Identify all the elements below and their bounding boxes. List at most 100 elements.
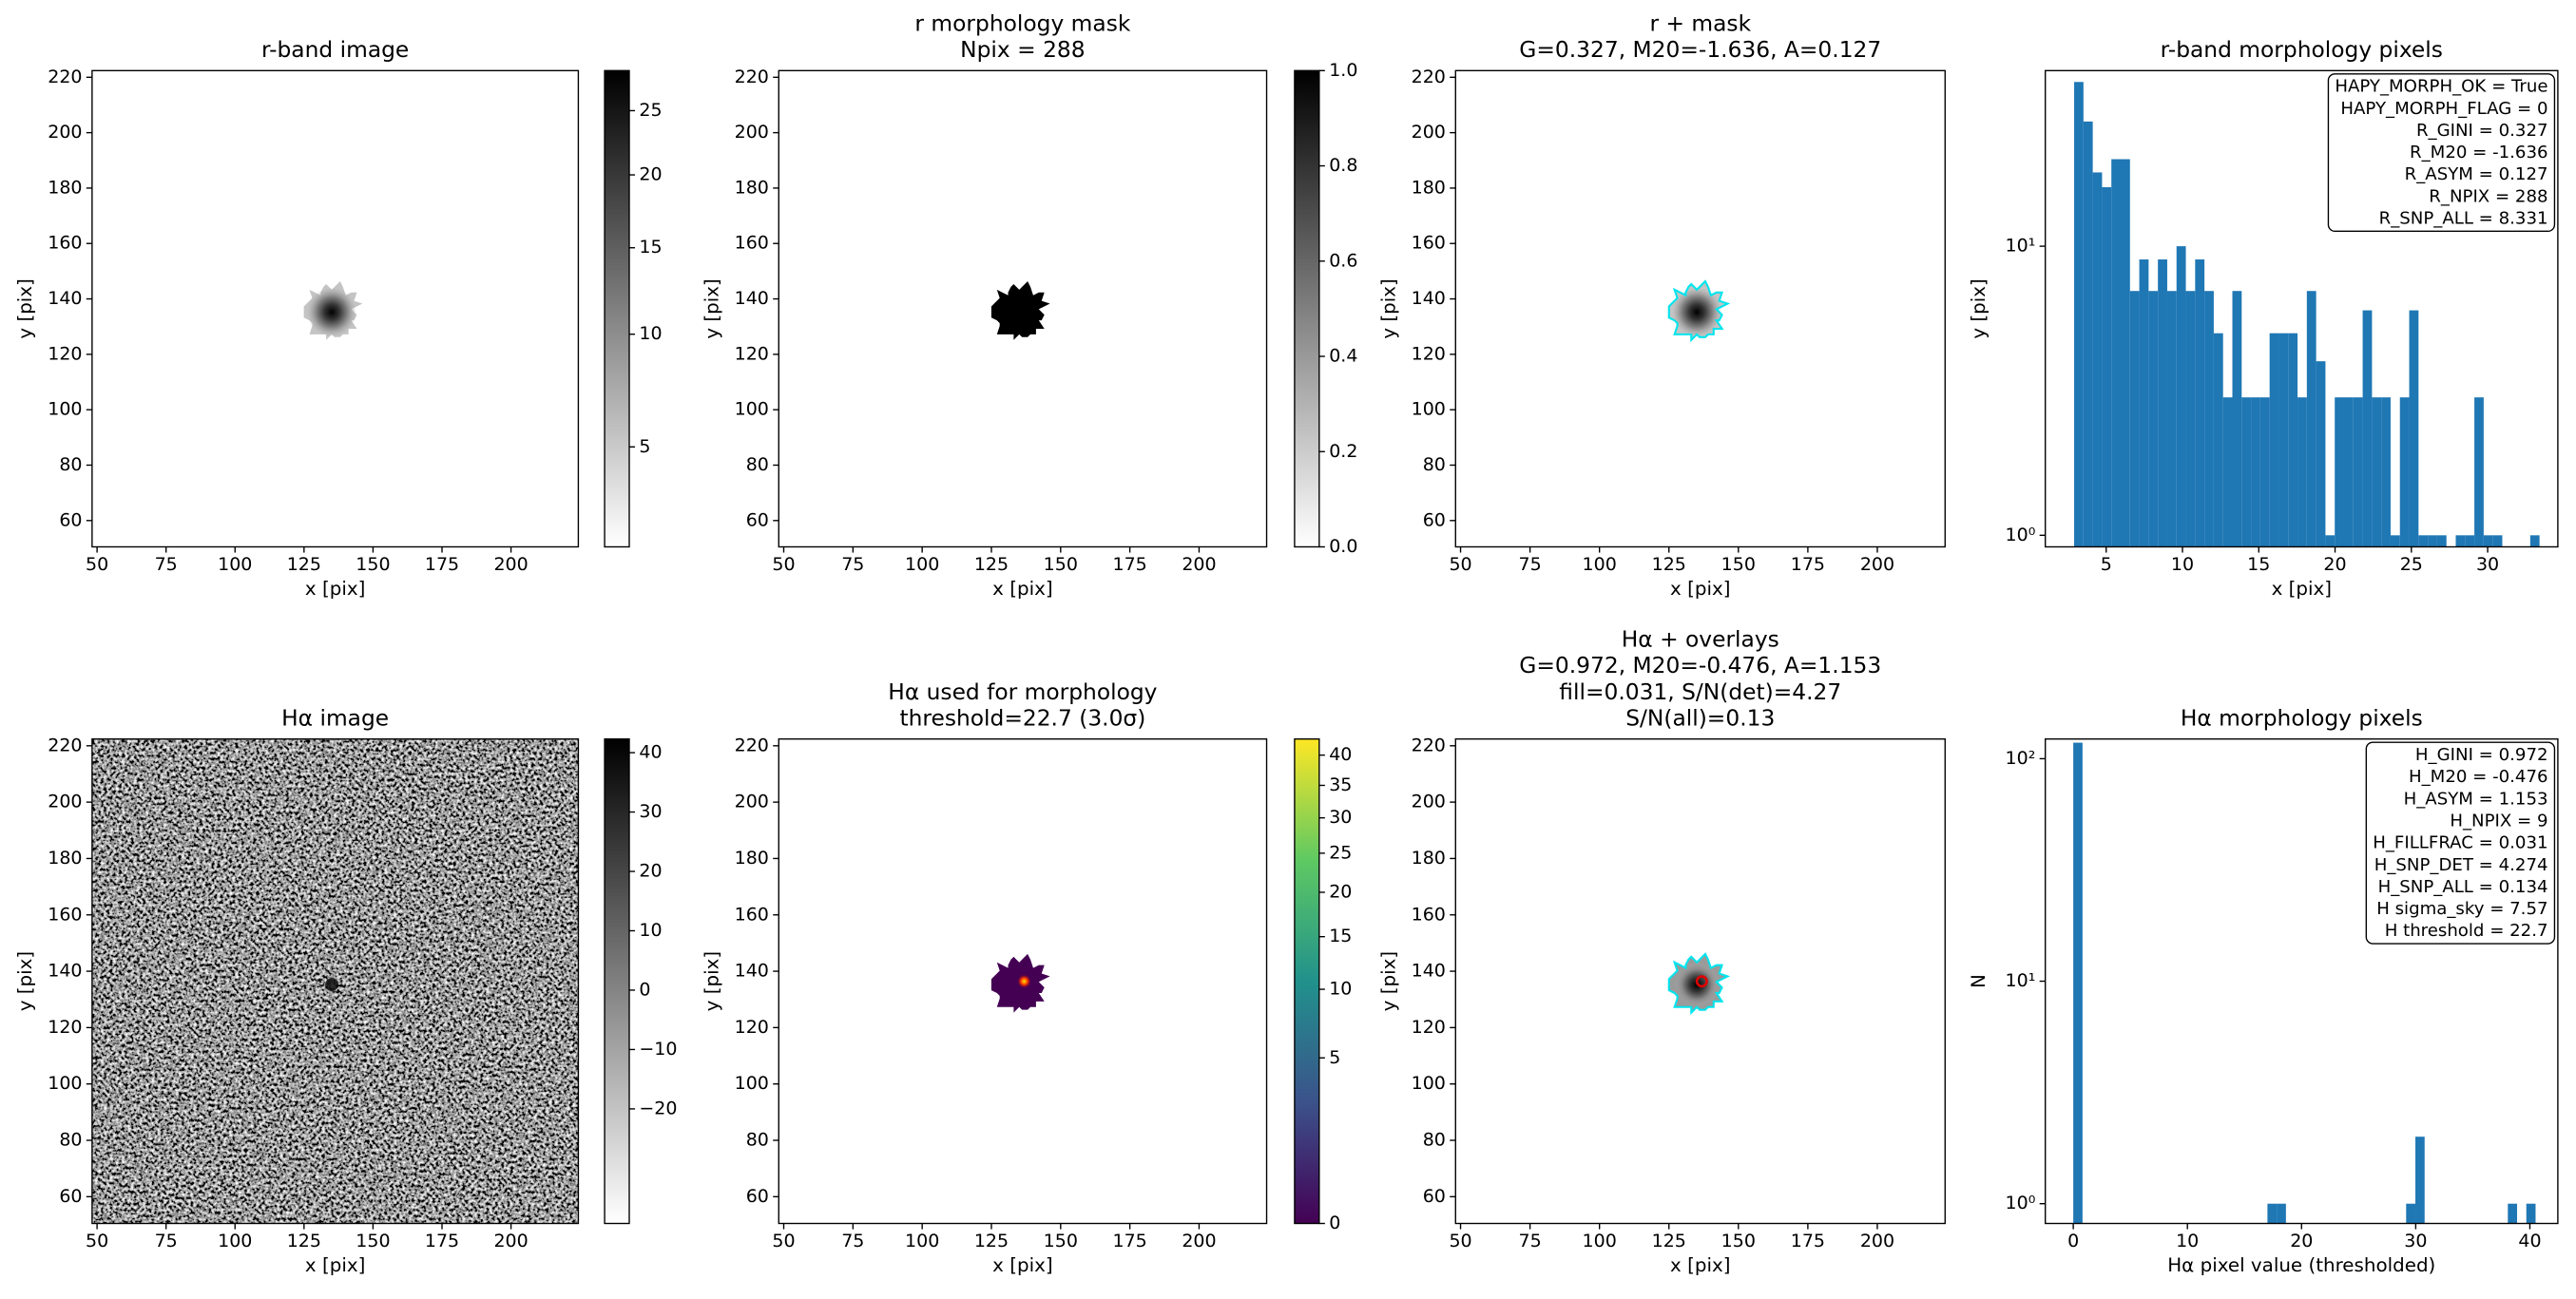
y-tick-label: 60 bbox=[59, 509, 82, 530]
y-tick-label: 80 bbox=[59, 454, 82, 475]
x-tick-label: 50 bbox=[1449, 554, 1471, 575]
y-tick-label: 120 bbox=[48, 1017, 82, 1038]
x-axis-label: Hα pixel value (thresholded) bbox=[2167, 1254, 2435, 1276]
x-tick-label: 75 bbox=[841, 554, 864, 575]
annotation-line: HAPY_MORPH_OK = True bbox=[2335, 77, 2547, 97]
hist-bar bbox=[2436, 535, 2447, 547]
panel-title: Hα image bbox=[281, 704, 389, 731]
colorbar-tick-label: 10 bbox=[639, 920, 662, 941]
x-tick-label: 100 bbox=[1583, 1231, 1617, 1251]
colorbar-tick-label: 0.0 bbox=[1329, 536, 1357, 557]
hist-bar bbox=[2455, 535, 2466, 547]
hist-bar bbox=[2325, 535, 2336, 547]
plot-area bbox=[1455, 70, 1946, 547]
hist-bar bbox=[2204, 291, 2214, 547]
y-tick-label: 140 bbox=[1412, 961, 1446, 982]
axes-frame bbox=[2045, 69, 2559, 548]
annotation-line: H_FILLFRAC = 0.031 bbox=[2373, 833, 2547, 853]
hist-bar bbox=[2259, 397, 2270, 547]
x-tick-label: 125 bbox=[287, 1231, 321, 1251]
y-tick-label: 180 bbox=[735, 848, 769, 869]
y-tick-label: 10¹ bbox=[2006, 970, 2036, 991]
x-tick-label: 175 bbox=[1791, 1231, 1825, 1251]
colorbar-tick-label: 40 bbox=[639, 742, 662, 763]
annotation-line: H_SNP_DET = 4.274 bbox=[2374, 855, 2548, 875]
hist-bar bbox=[2362, 310, 2373, 547]
x-tick-label: 75 bbox=[155, 554, 178, 575]
hist-bar bbox=[2074, 82, 2084, 547]
hist-bar bbox=[2102, 187, 2112, 547]
hist-bar bbox=[2277, 1203, 2286, 1224]
colorbar-tick-label: 40 bbox=[1329, 744, 1352, 765]
x-tick-label: 50 bbox=[772, 554, 795, 575]
hist-bar bbox=[2139, 259, 2149, 547]
x-tick-label: 30 bbox=[2476, 554, 2499, 575]
x-tick-label: 200 bbox=[493, 554, 528, 575]
y-axis-label: y [pix] bbox=[14, 951, 36, 1011]
y-tick-label: 100 bbox=[735, 399, 769, 420]
x-tick-label: 20 bbox=[2323, 554, 2346, 575]
hist-bar bbox=[2185, 291, 2196, 547]
axes-frame bbox=[91, 69, 580, 548]
colorbar-tick-label: 25 bbox=[639, 100, 662, 121]
peak bbox=[1017, 974, 1031, 988]
panel-title: fill=0.031, S/N(det)=4.27 bbox=[1559, 678, 1841, 705]
hist-bar bbox=[2267, 1203, 2278, 1224]
y-tick-label: 100 bbox=[48, 1073, 82, 1094]
colorbar bbox=[604, 737, 630, 1225]
x-axis-label: x [pix] bbox=[1670, 578, 1730, 600]
y-tick-label: 80 bbox=[1423, 1130, 1446, 1151]
plot-area bbox=[91, 70, 579, 547]
y-tick-label: 220 bbox=[735, 735, 769, 755]
panel-title: r + mask bbox=[1649, 10, 1751, 36]
x-axis-label: x [pix] bbox=[305, 1254, 365, 1276]
colorbar-tick-label: 0.8 bbox=[1329, 155, 1357, 176]
hist-bar bbox=[2465, 535, 2475, 547]
y-axis-label: y [pix] bbox=[702, 278, 723, 338]
hist-bar bbox=[2316, 361, 2326, 547]
x-tick-label: 125 bbox=[1652, 554, 1686, 575]
hist-bar bbox=[2092, 172, 2103, 547]
x-axis-label: x [pix] bbox=[992, 578, 1052, 600]
x-tick-label: 75 bbox=[841, 1231, 864, 1251]
annotation-line: H threshold = 22.7 bbox=[2385, 921, 2548, 941]
plot-area bbox=[779, 738, 1267, 1224]
annotation-line: R_ASYM = 0.127 bbox=[2405, 164, 2548, 184]
x-tick-label: 30 bbox=[2404, 1231, 2427, 1251]
y-tick-label: 220 bbox=[735, 67, 769, 87]
hist-bar bbox=[2269, 333, 2279, 547]
x-tick-label: 100 bbox=[905, 1231, 939, 1251]
x-tick-label: 125 bbox=[974, 554, 1009, 575]
colorbar-tick-label: 1.0 bbox=[1329, 60, 1357, 81]
y-tick-label: 180 bbox=[735, 177, 769, 198]
x-tick-label: 150 bbox=[356, 1231, 390, 1251]
colorbar-tick-label: 0.6 bbox=[1329, 250, 1357, 271]
x-tick-label: 150 bbox=[1044, 1231, 1078, 1251]
y-tick-label: 60 bbox=[1423, 1186, 1446, 1207]
axes-frame bbox=[778, 69, 1268, 548]
y-tick-label: 140 bbox=[1412, 288, 1446, 309]
x-tick-label: 150 bbox=[1721, 554, 1756, 575]
hist-bar bbox=[2415, 1137, 2425, 1224]
hist-bar bbox=[2073, 742, 2083, 1224]
mask-contour bbox=[1667, 279, 1731, 343]
y-tick-label: 10¹ bbox=[2006, 236, 2036, 257]
hist-bar bbox=[2474, 397, 2484, 547]
colorbar-tick-label: 20 bbox=[1329, 881, 1352, 902]
x-tick-label: 50 bbox=[86, 1231, 108, 1251]
colorbar-tick-label: 35 bbox=[1329, 774, 1352, 795]
y-axis-label: y [pix] bbox=[1968, 278, 1990, 338]
y-tick-label: 100 bbox=[1412, 1073, 1446, 1094]
x-tick-label: 50 bbox=[86, 554, 108, 575]
hist-bar bbox=[2529, 535, 2540, 547]
colorbar bbox=[1294, 69, 1320, 548]
colorbar-tick-label: 20 bbox=[639, 861, 662, 882]
panel-title: G=0.327, M20=-1.636, A=0.127 bbox=[1519, 36, 1881, 63]
x-tick-label: 15 bbox=[2247, 554, 2270, 575]
annotation-line: R_NPIX = 288 bbox=[2429, 186, 2547, 206]
axes-frame bbox=[1454, 69, 1946, 548]
colorbar-tick-label: 20 bbox=[639, 164, 662, 185]
y-tick-label: 100 bbox=[1412, 399, 1446, 420]
x-tick-label: 40 bbox=[2518, 1231, 2541, 1251]
y-tick-label: 60 bbox=[746, 1186, 769, 1207]
